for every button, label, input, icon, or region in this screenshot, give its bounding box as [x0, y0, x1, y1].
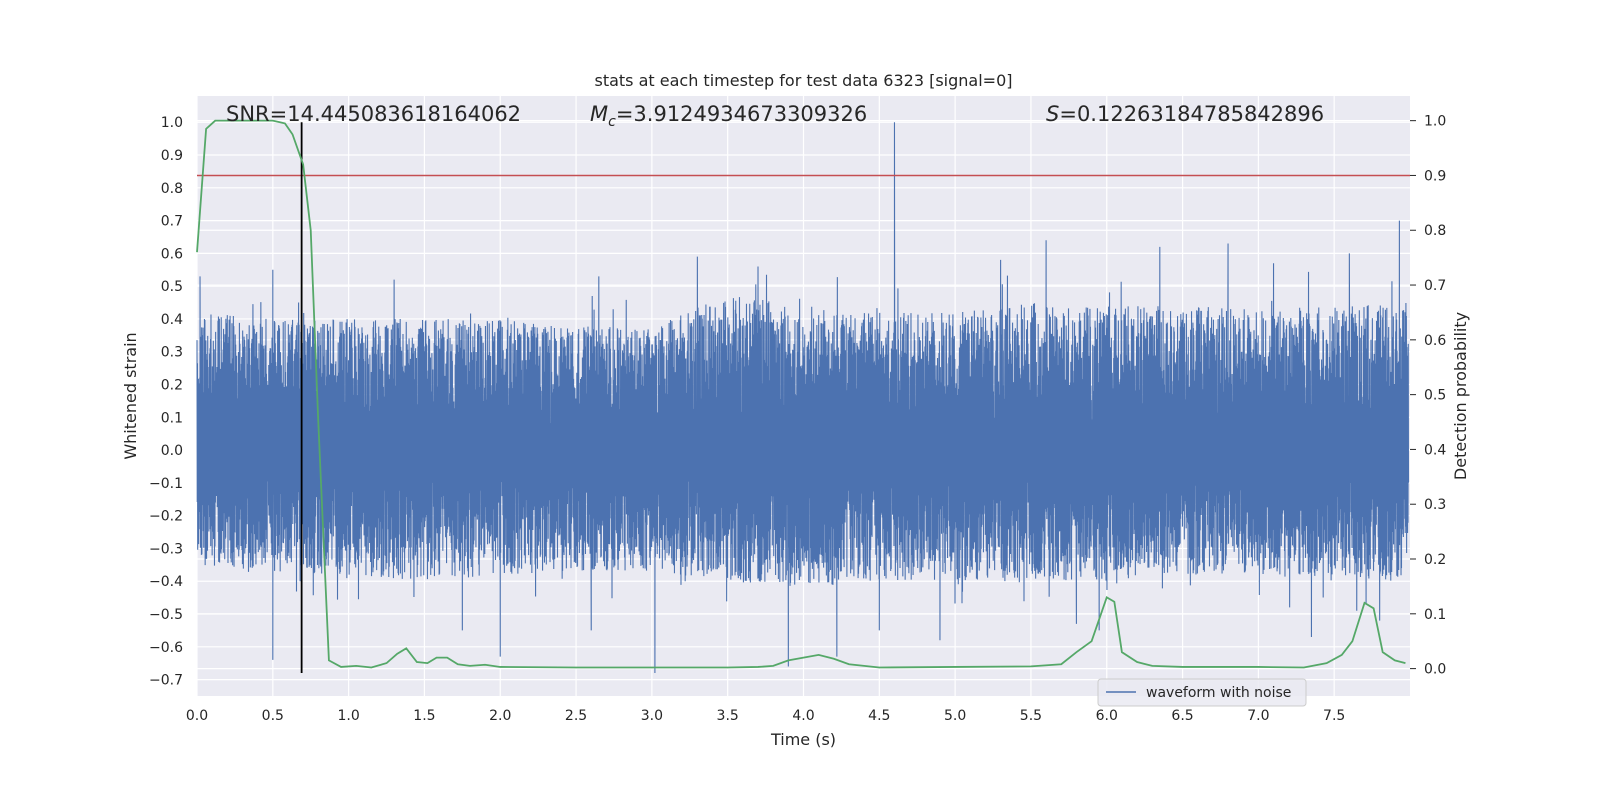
- chirp-mass-subscript: c: [608, 114, 616, 130]
- y2-tick-label: 0.8: [1424, 223, 1446, 239]
- y-tick-label: 0.6: [161, 246, 183, 262]
- y2-tick-label: 0.6: [1424, 333, 1446, 349]
- y2-tick-label: 0.5: [1424, 388, 1446, 404]
- x-tick-label: 4.5: [868, 708, 890, 724]
- y-axis-label: Whitened strain: [121, 332, 140, 459]
- x-tick-label: 7.5: [1323, 708, 1345, 724]
- s-value: =0.12263184785842896: [1059, 102, 1324, 126]
- y-tick-label: 1.0: [161, 115, 183, 131]
- y-tick-label: −0.7: [149, 673, 183, 689]
- x-tick-label: 3.0: [641, 708, 663, 724]
- x-tick-label: 2.5: [565, 708, 587, 724]
- x-axis-label: Time (s): [770, 730, 836, 749]
- y2-tick-label: 0.9: [1424, 168, 1446, 184]
- x-tick-label: 0.0: [186, 708, 208, 724]
- x-tick-label: 7.0: [1247, 708, 1269, 724]
- y2-axis-label: Detection probability: [1451, 312, 1470, 480]
- y2-tick-label: 0.7: [1424, 278, 1446, 294]
- chirp-mass-annotation: Mc=3.9124934673309326: [590, 102, 867, 130]
- y2-tick-label: 0.2: [1424, 552, 1446, 568]
- y-tick-label: 0.7: [161, 214, 183, 230]
- x-tick-label: 1.5: [413, 708, 435, 724]
- x-tick-label: 2.0: [489, 708, 511, 724]
- chirp-mass-value: =3.9124934673309326: [616, 102, 867, 126]
- y2-tick-label: 0.3: [1424, 497, 1446, 513]
- x-tick-label: 3.5: [717, 708, 739, 724]
- y-tick-label: −0.5: [149, 607, 183, 623]
- chart-title: stats at each timestep for test data 632…: [594, 71, 1012, 90]
- chirp-mass-symbol: M: [590, 102, 608, 126]
- x-axis: 0.0 0.5 1.0 1.5 2.0 2.5 3.0 3.5 4.0 4.5 5.0 5.5 6.0 6…: [186, 708, 1345, 724]
- x-tick-label: 1.0: [337, 708, 359, 724]
- y-tick-label: −0.1: [149, 476, 183, 492]
- y-tick-label: 0.0: [161, 443, 183, 459]
- y-tick-label: −0.6: [149, 640, 183, 656]
- x-tick-label: 6.0: [1096, 708, 1118, 724]
- series-detection-probability: [196, 119, 1406, 669]
- legend-entry-waveform: waveform with noise: [1146, 685, 1291, 701]
- s-symbol: S: [1046, 102, 1059, 126]
- x-tick-label: 0.5: [262, 708, 284, 724]
- y-tick-label: −0.3: [149, 541, 183, 557]
- y2-tick-label: 1.0: [1424, 114, 1446, 130]
- legend: waveform with noise: [1097, 678, 1307, 707]
- y-tick-label: 0.2: [161, 378, 183, 394]
- x-tick-label: 5.5: [1020, 708, 1042, 724]
- series-waveform-with-noise: [196, 122, 1410, 674]
- y2-tick-label: 0.1: [1424, 607, 1446, 623]
- y-tick-label: 0.4: [161, 312, 183, 328]
- y-tick-label: 0.5: [161, 279, 183, 295]
- legend-box: [1097, 678, 1307, 707]
- x-tick-label: 5.0: [944, 708, 966, 724]
- y-tick-label: −0.2: [149, 509, 183, 525]
- y-tick-label: 0.1: [161, 410, 183, 426]
- x-tick-label: 4.0: [792, 708, 814, 724]
- series-layer: [196, 119, 1410, 674]
- y2-tick-label: 0.4: [1424, 442, 1446, 458]
- y-tick-label: 0.9: [161, 148, 183, 164]
- x-tick-label: 6.5: [1171, 708, 1193, 724]
- y-tick-label: −0.4: [149, 574, 183, 590]
- s-annotation: S=0.12263184785842896: [1046, 102, 1324, 126]
- y-axis-right: 0.0 0.1 0.2 0.3 0.4 0.5 0.6 0.7 0.8 0.9 1.0: [1410, 114, 1446, 678]
- y-tick-label: 0.8: [161, 181, 183, 197]
- y2-tick-label: 0.0: [1424, 662, 1446, 678]
- snr-annotation: SNR=14.445083618164062: [226, 102, 521, 126]
- y-axis-left: −0.7 −0.6 −0.5 −0.4 −0.3 −0.2 −0.1 0.0 0.1 0.2 0.3…: [149, 115, 183, 688]
- y-tick-label: 0.3: [161, 345, 183, 361]
